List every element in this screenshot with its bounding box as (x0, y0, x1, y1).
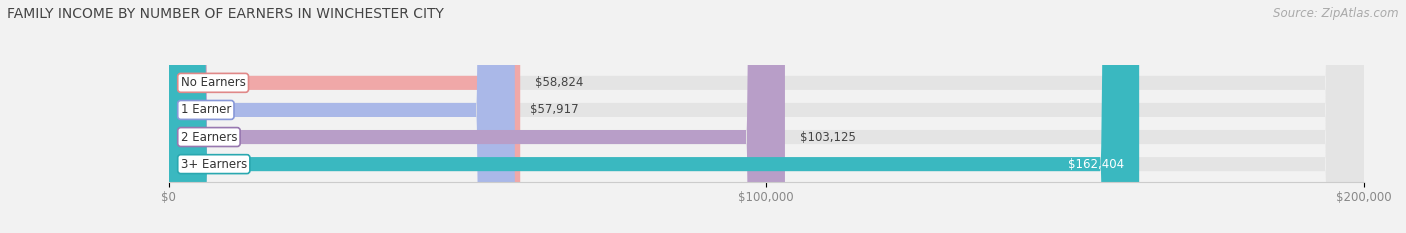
Text: 3+ Earners: 3+ Earners (180, 158, 247, 171)
Text: FAMILY INCOME BY NUMBER OF EARNERS IN WINCHESTER CITY: FAMILY INCOME BY NUMBER OF EARNERS IN WI… (7, 7, 444, 21)
FancyBboxPatch shape (169, 0, 1364, 233)
FancyBboxPatch shape (169, 0, 515, 233)
Text: Source: ZipAtlas.com: Source: ZipAtlas.com (1274, 7, 1399, 20)
FancyBboxPatch shape (169, 0, 1364, 233)
Text: 2 Earners: 2 Earners (180, 130, 238, 144)
Text: No Earners: No Earners (180, 76, 246, 89)
Text: $58,824: $58,824 (536, 76, 583, 89)
FancyBboxPatch shape (169, 0, 1139, 233)
FancyBboxPatch shape (169, 0, 1364, 233)
Text: $162,404: $162,404 (1069, 158, 1125, 171)
FancyBboxPatch shape (169, 0, 520, 233)
FancyBboxPatch shape (169, 0, 785, 233)
Text: $103,125: $103,125 (800, 130, 856, 144)
Text: $57,917: $57,917 (530, 103, 578, 116)
Text: 1 Earner: 1 Earner (180, 103, 231, 116)
FancyBboxPatch shape (169, 0, 1364, 233)
